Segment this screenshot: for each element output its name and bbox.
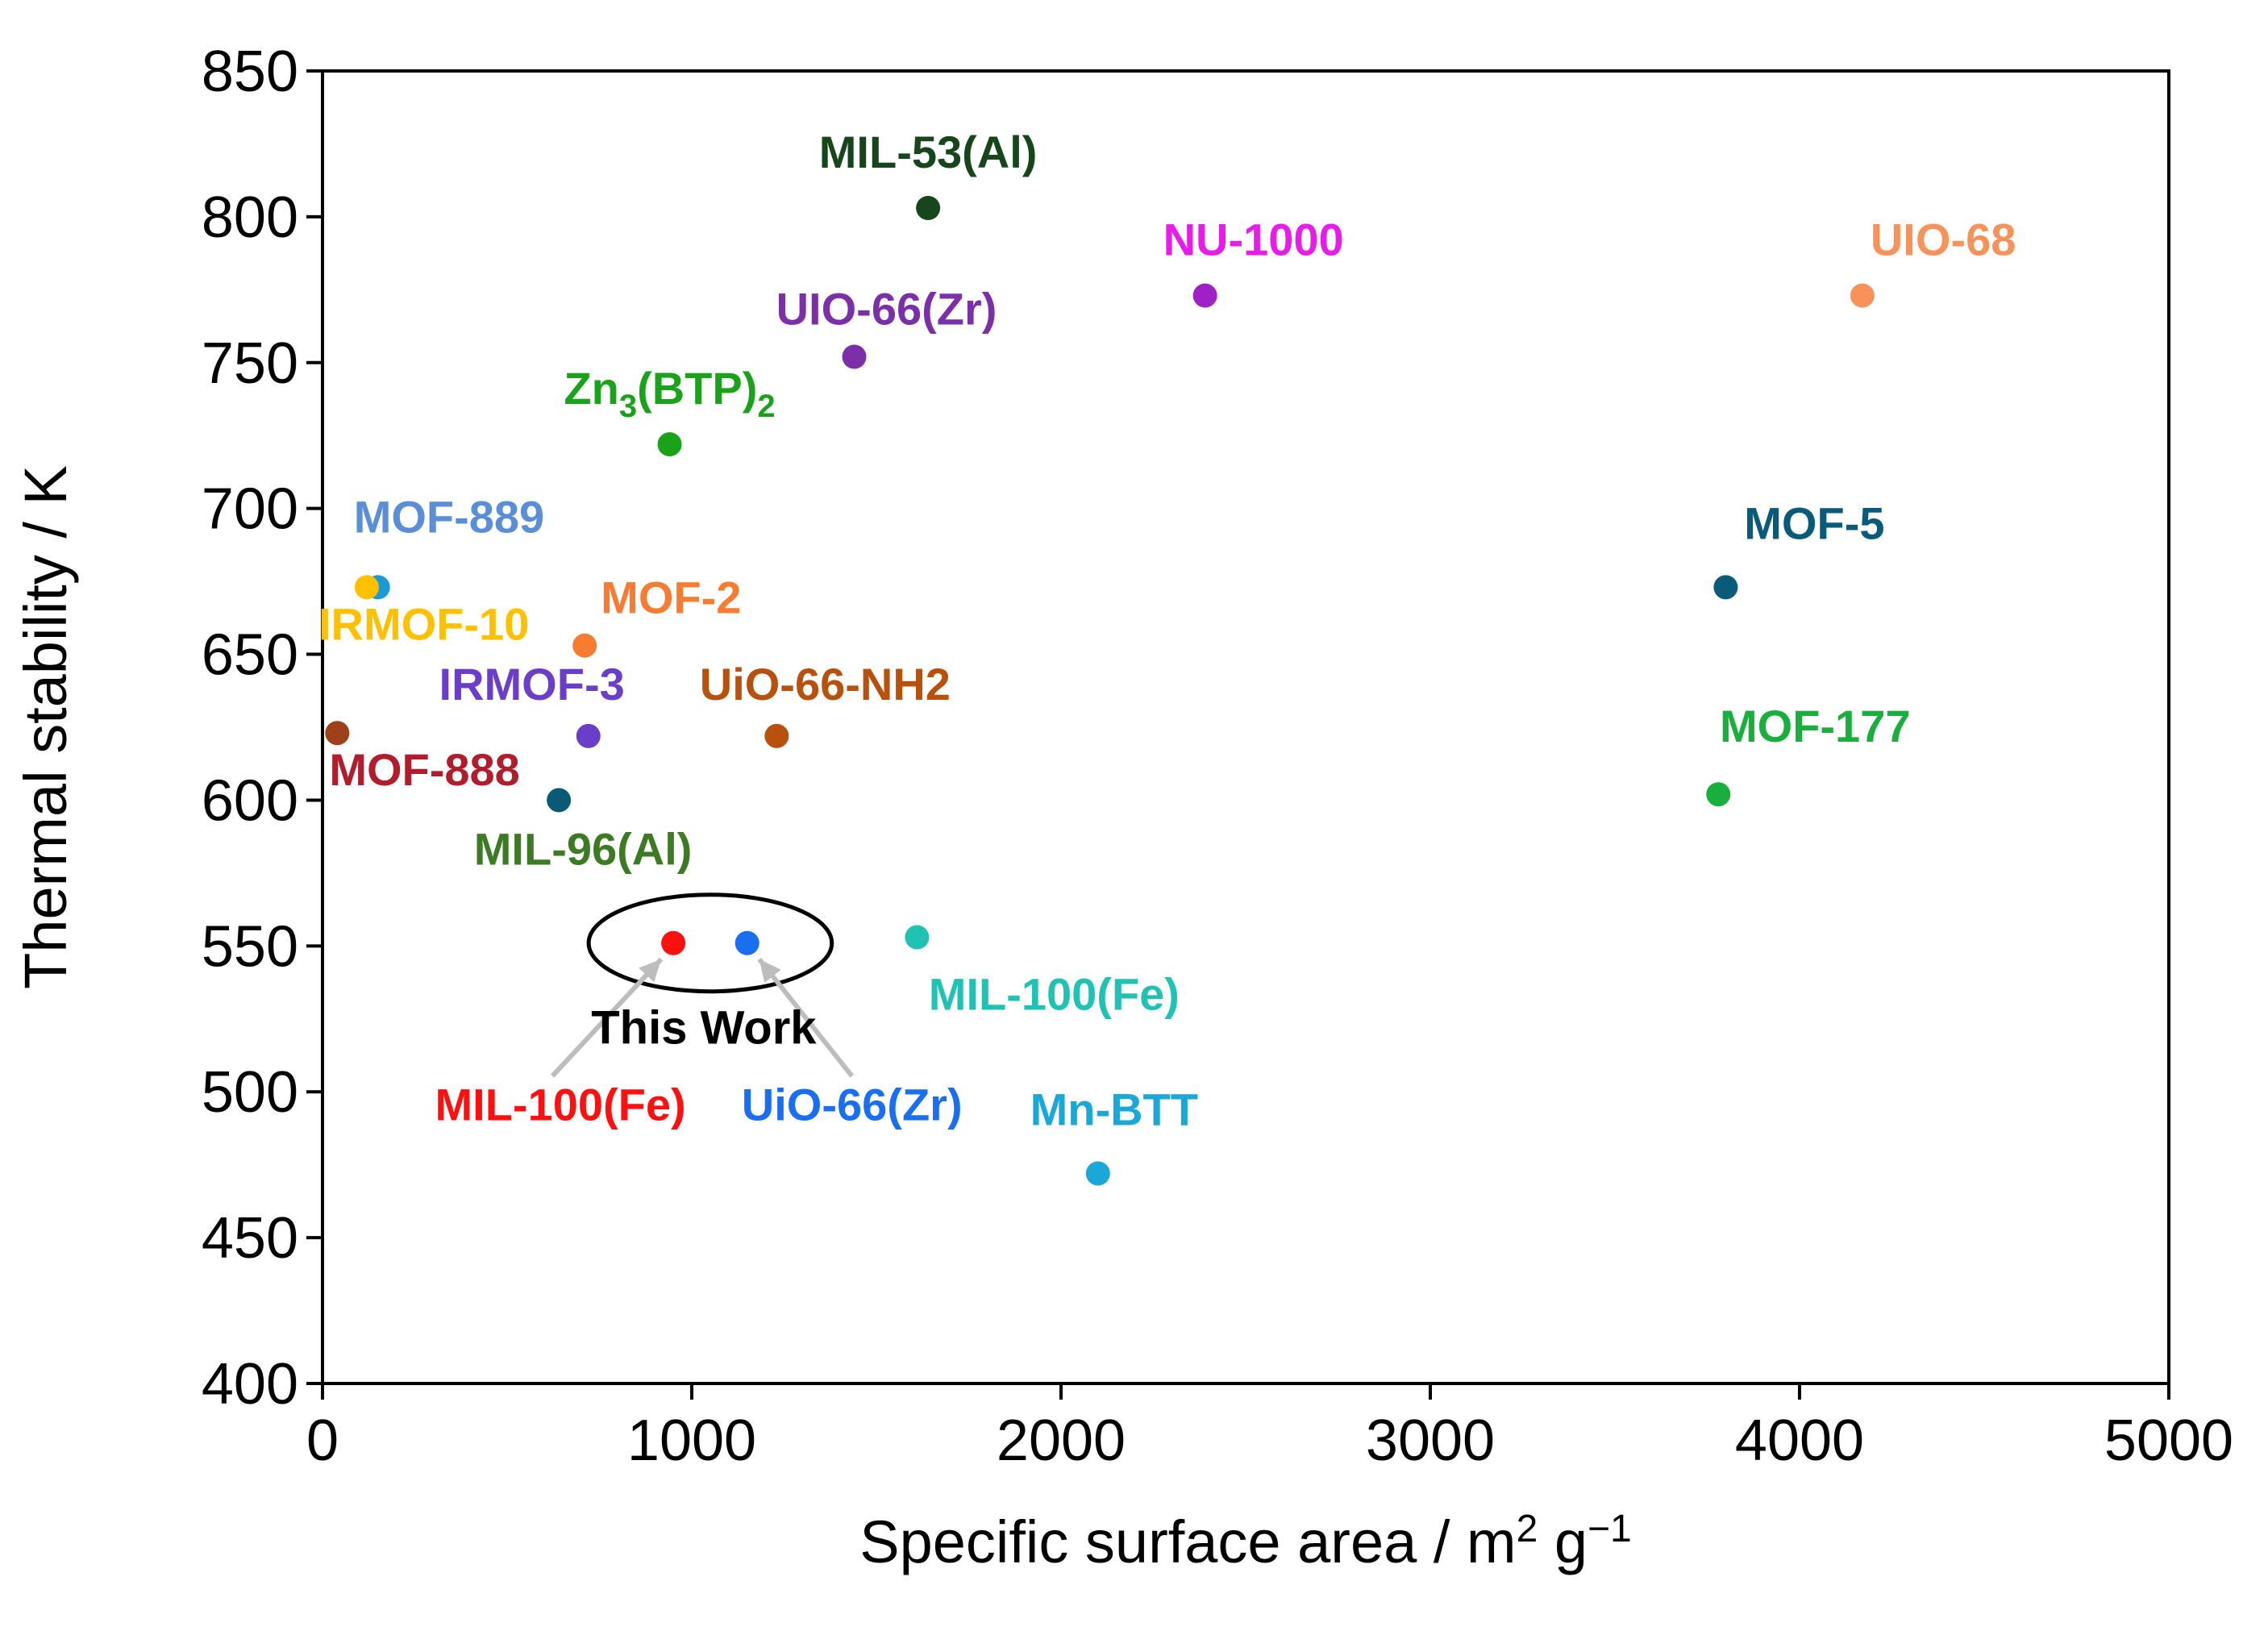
point-label: IRMOF-10 [318, 598, 529, 649]
x-tick-label: 2000 [997, 1408, 1126, 1473]
point-label: NU-1000 [1163, 214, 1344, 265]
this-work-highlight [550, 892, 855, 1078]
data-point [657, 432, 682, 457]
data-point [842, 344, 867, 369]
y-axis-title: Thermal stability / K [12, 465, 79, 989]
point-label-part: Zn [564, 363, 618, 414]
data-point [1085, 1161, 1110, 1186]
x-axis-title-tail: g [1538, 1508, 1588, 1575]
point-label-part: (BTP) [637, 363, 757, 414]
x-tick-label: 1000 [627, 1408, 756, 1473]
y-tick-label: 600 [202, 768, 298, 833]
y-tick-label: 800 [202, 185, 298, 250]
data-point [547, 788, 572, 813]
point-label: MOF-5 [1744, 497, 1884, 548]
point-label: MIL-53(Al) [819, 127, 1038, 177]
data-point [1850, 283, 1875, 308]
y-tick-label: 750 [202, 331, 298, 396]
plot-frame [321, 69, 2170, 1385]
data-point [354, 575, 379, 600]
y-tick-label: 450 [202, 1206, 298, 1271]
data-point [1192, 283, 1217, 308]
x-axis-title-sup2: −1 [1588, 1508, 1632, 1550]
x-axis-title-sup: 2 [1517, 1508, 1538, 1550]
point-label: UiO-66(Zr) [742, 1080, 963, 1130]
this-work-ellipse [586, 892, 834, 994]
point-label: MIL-100(Fe) [435, 1080, 686, 1130]
point-label: MOF-889 [354, 491, 545, 542]
y-tick-label: 500 [202, 1060, 298, 1125]
point-label: Mn-BTT [1030, 1084, 1198, 1135]
y-tick-label: 550 [202, 914, 298, 979]
data-point [1706, 782, 1731, 807]
point-label: UIO-68 [1871, 214, 2016, 265]
point-label: UIO-66(Zr) [776, 284, 997, 335]
pointer-arrow-line [757, 957, 855, 1078]
y-tick-label: 850 [202, 40, 298, 104]
point-label: MIL-96(Al) [474, 823, 693, 874]
x-tick-label: 5000 [2104, 1408, 2233, 1473]
point-label: MOF-2 [601, 572, 741, 623]
point-label: MIL-100(Fe) [929, 968, 1180, 1019]
data-point [661, 930, 686, 955]
data-point [572, 633, 597, 658]
data-point [764, 723, 789, 748]
point-label-part: 2 [757, 389, 775, 424]
point-labels: MIL-53(Al)NU-1000 UIO-68UIO-66(Zr)Zn3(BTP… [318, 127, 2016, 1134]
data-point [734, 930, 759, 955]
point-label: MOF-177 [1720, 701, 1911, 751]
data-points [325, 196, 1875, 1186]
data-point [916, 196, 941, 221]
pointer-arrow-head [639, 959, 662, 983]
y-tick-label: 700 [202, 477, 298, 542]
data-point [1713, 575, 1738, 600]
point-label: MOF-888 [329, 744, 520, 795]
point-label-part: 3 [619, 389, 637, 424]
x-axis-title-main: Specific surface area / m [859, 1508, 1516, 1575]
this-work-annotation: This Work [591, 1002, 817, 1055]
x-tick-label: 0 [306, 1408, 339, 1473]
point-label: UiO-66-NH2 [700, 659, 951, 709]
point-label: Zn3(BTP)2 [564, 363, 775, 424]
data-point [576, 723, 601, 748]
x-tick-label: 4000 [1735, 1408, 1864, 1473]
pointer-arrow-head [759, 959, 781, 983]
x-tick-label: 3000 [1366, 1408, 1495, 1473]
y-tick-label: 650 [202, 623, 298, 688]
data-point [905, 925, 930, 950]
data-point [325, 721, 350, 746]
point-label: IRMOF-3 [439, 659, 625, 709]
x-axis-title: Specific surface area / m2 g−1 [859, 1508, 1631, 1575]
axis-ticks: 400 450 500 550 600 650 700 750 800 850 0 1000 2000 3… [202, 40, 2233, 1473]
y-tick-label: 400 [202, 1352, 298, 1417]
pointer-arrow-line [550, 957, 664, 1078]
